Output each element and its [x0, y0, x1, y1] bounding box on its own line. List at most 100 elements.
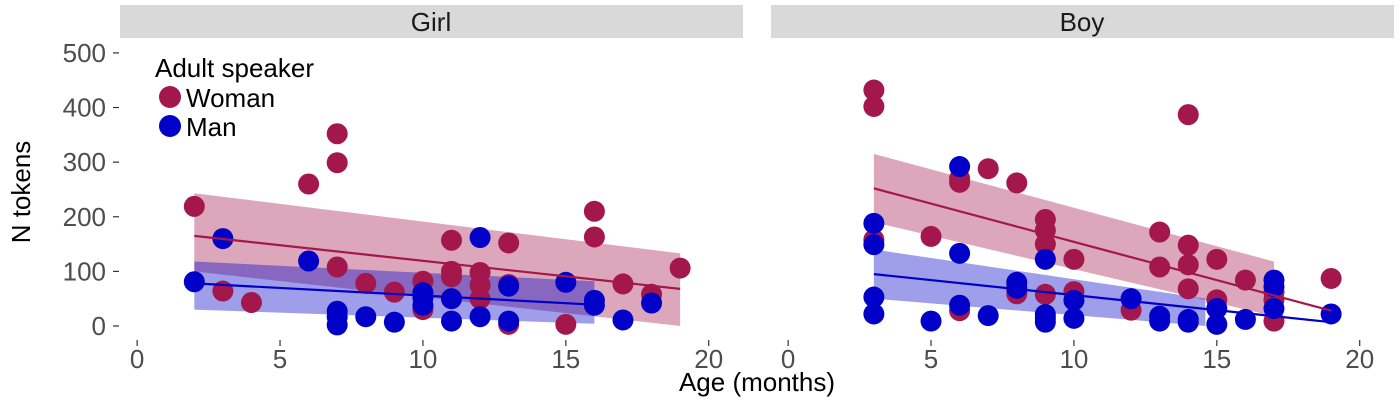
x-tick-label-girl-20: 20 — [694, 344, 723, 374]
point-girl-woman-11 — [441, 229, 463, 251]
point-girl-man-14 — [469, 306, 491, 328]
point-boy-man-2 — [863, 286, 885, 308]
point-boy-woman-29 — [1320, 267, 1342, 289]
strip-label-girl: Girl — [411, 7, 451, 37]
x-tick-label-boy-5: 5 — [924, 344, 938, 374]
point-girl-man-21 — [641, 292, 663, 314]
fit-line-girl-woman — [194, 234, 681, 290]
fit-line-boy-man — [873, 273, 1332, 324]
point-boy-man-6 — [949, 242, 971, 264]
point-boy-woman-3 — [920, 225, 942, 247]
point-boy-man-0 — [863, 212, 885, 234]
point-girl-man-12 — [441, 310, 463, 332]
legend-key-man — [159, 115, 181, 137]
legend-label-man: Man — [186, 112, 237, 142]
point-boy-woman-0 — [863, 79, 885, 101]
y-tick-label-500: 500 — [63, 38, 106, 68]
x-tick-label-boy-0: 0 — [781, 344, 795, 374]
point-girl-woman-8 — [383, 281, 405, 303]
point-girl-woman-7 — [355, 272, 377, 294]
point-boy-woman-17 — [1149, 221, 1171, 243]
point-girl-woman-23 — [612, 273, 634, 295]
point-girl-man-7 — [383, 311, 405, 333]
point-boy-woman-22 — [1177, 278, 1199, 300]
panel-girl: Girl 0 5 10 15 20 — [120, 5, 743, 374]
point-girl-man-6 — [355, 306, 377, 328]
x-tick-label-boy-20: 20 — [1345, 344, 1374, 374]
point-boy-woman-13 — [1034, 283, 1056, 305]
point-girl-woman-3 — [298, 173, 320, 195]
point-boy-man-22 — [1206, 298, 1228, 320]
x-axis-title: Age (months) — [679, 367, 835, 397]
point-boy-woman-1 — [863, 95, 885, 117]
point-boy-woman-19 — [1177, 104, 1199, 126]
point-girl-woman-13 — [441, 266, 463, 288]
point-boy-man-14 — [1034, 311, 1056, 333]
point-boy-woman-20 — [1177, 234, 1199, 256]
panel-boy: Boy 0 5 10 15 20 — [771, 5, 1394, 374]
point-girl-man-20 — [612, 309, 634, 331]
point-girl-woman-17 — [498, 232, 520, 254]
strip-boy-background — [771, 5, 1394, 38]
point-boy-man-7 — [949, 294, 971, 316]
point-girl-woman-0 — [183, 195, 205, 217]
point-boy-woman-14 — [1063, 248, 1085, 270]
x-tick-label-girl-10: 10 — [408, 344, 437, 374]
point-girl-man-2 — [298, 250, 320, 272]
x-tick-label-boy-10: 10 — [1059, 344, 1088, 374]
point-girl-man-15 — [498, 275, 520, 297]
ci-band-boy-woman — [873, 153, 1274, 317]
point-boy-man-17 — [1120, 288, 1142, 310]
fit-line-boy-woman — [873, 187, 1332, 312]
point-girl-man-13 — [469, 227, 491, 249]
point-boy-woman-8 — [1006, 172, 1028, 194]
point-boy-man-21 — [1177, 311, 1199, 333]
point-girl-woman-5 — [326, 152, 348, 174]
point-girl-man-11 — [441, 288, 463, 310]
x-tick-label-girl-15: 15 — [551, 344, 580, 374]
point-boy-man-3 — [863, 303, 885, 325]
point-boy-man-15 — [1063, 289, 1085, 311]
y-axis: 0 100 200 300 400 500 — [63, 38, 119, 341]
strip-label-boy: Boy — [1060, 7, 1105, 37]
point-boy-man-11 — [1034, 248, 1056, 270]
x-tick-label-boy-15: 15 — [1202, 344, 1231, 374]
point-boy-man-23 — [1206, 313, 1228, 335]
point-girl-man-5 — [326, 314, 348, 336]
y-tick-label-100: 100 — [63, 256, 106, 286]
ci-band-girl-woman — [194, 193, 681, 326]
strip-girl-background — [120, 5, 743, 38]
point-girl-man-0 — [183, 271, 205, 293]
y-tick-label-400: 400 — [63, 93, 106, 123]
y-tick-label-0: 0 — [92, 311, 106, 341]
point-boy-man-8 — [977, 305, 999, 327]
legend-title: Adult speaker — [155, 53, 314, 83]
point-girl-woman-4 — [326, 123, 348, 145]
y-tick-label-300: 300 — [63, 147, 106, 177]
point-boy-woman-7 — [977, 158, 999, 180]
point-girl-woman-20 — [555, 313, 577, 335]
legend-key-woman — [159, 86, 181, 108]
y-axis-title: N tokens — [6, 141, 36, 244]
x-tick-label-girl-0: 0 — [130, 344, 144, 374]
point-boy-woman-5 — [949, 171, 971, 193]
point-boy-woman-18 — [1149, 256, 1171, 278]
point-boy-man-16 — [1063, 307, 1085, 329]
point-boy-man-1 — [863, 234, 885, 256]
point-boy-man-26 — [1263, 276, 1285, 298]
legend: Adult speaker Woman Man — [155, 53, 314, 142]
point-boy-man-19 — [1149, 310, 1171, 332]
point-boy-man-4 — [920, 310, 942, 332]
x-tick-label-girl-5: 5 — [273, 344, 287, 374]
point-boy-man-27 — [1263, 298, 1285, 320]
legend-label-woman: Woman — [186, 83, 275, 113]
point-girl-woman-2 — [240, 292, 262, 314]
point-boy-man-5 — [949, 156, 971, 178]
point-girl-woman-6 — [326, 256, 348, 278]
point-girl-woman-21 — [583, 200, 605, 222]
fit-line-girl-man — [194, 282, 595, 306]
y-tick-label-200: 200 — [63, 202, 106, 232]
point-girl-man-16 — [498, 310, 520, 332]
point-boy-woman-12 — [1034, 233, 1056, 255]
